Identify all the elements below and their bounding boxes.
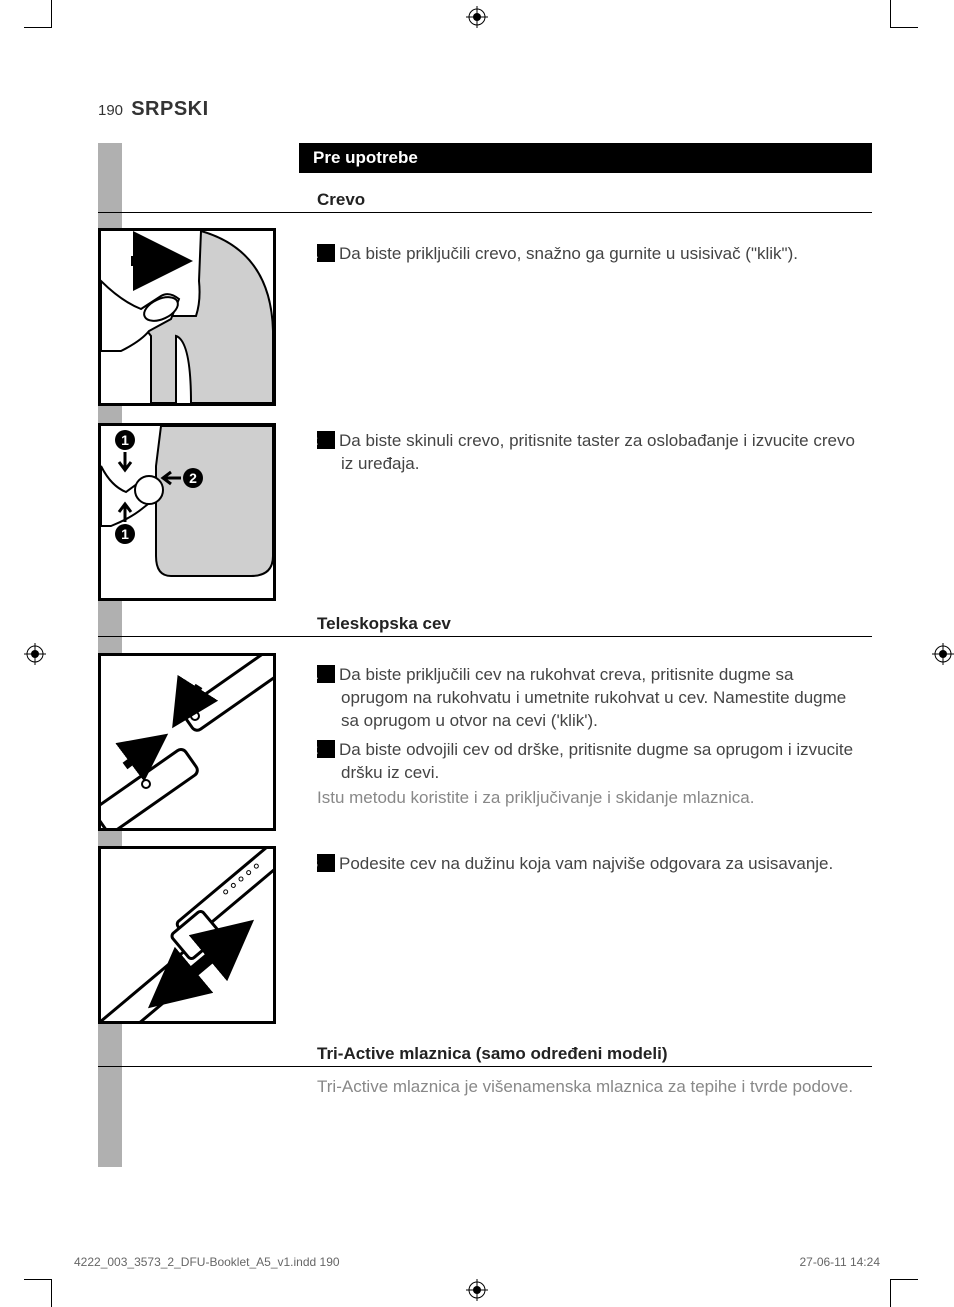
step-text-1: 1Da biste priključili crevo, snažno ga g… <box>317 243 864 266</box>
figure-hose-attach <box>98 228 276 406</box>
step-number: 2 <box>317 740 335 758</box>
step-number: 1 <box>317 665 335 683</box>
divider <box>98 1066 872 1067</box>
triactive-text: Tri-Active mlaznica je višenamenska mlaz… <box>317 1076 864 1099</box>
section-heading-text: Pre upotrebe <box>313 148 418 168</box>
step-body: Da biste skinuli crevo, pritisnite taste… <box>339 431 855 473</box>
triactive-body: Tri-Active mlaznica je višenamenska mlaz… <box>317 1076 864 1099</box>
registration-mark-icon <box>466 6 488 28</box>
crop-mark <box>890 0 891 28</box>
registration-mark-icon <box>466 1279 488 1301</box>
figure-tube-connect <box>98 653 276 831</box>
note-text: Istu metodu koristite i za priključivanj… <box>317 787 864 810</box>
svg-text:1: 1 <box>121 432 129 448</box>
step-body: Da biste priključili cev na rukohvat cre… <box>339 665 846 730</box>
svg-text:1: 1 <box>121 526 129 542</box>
step-body: Da biste priključili crevo, snažno ga gu… <box>339 244 798 263</box>
footer-filename: 4222_003_3573_2_DFU-Booklet_A5_v1.indd 1… <box>74 1255 340 1269</box>
figure-hose-detach: 1 1 2 <box>98 423 276 601</box>
step-text-2: 2Da biste skinuli crevo, pritisnite tast… <box>317 430 864 476</box>
footer-datetime: 27-06-11 14:24 <box>799 1255 880 1269</box>
step-number: 1 <box>317 244 335 262</box>
step-text-5: 3Podesite cev na dužinu koja vam najviše… <box>317 853 864 876</box>
step-number: 2 <box>317 431 335 449</box>
step-number: 3 <box>317 854 335 872</box>
page-content: 190 SRPSKI Pre upotrebe Crevo 1Da biste … <box>60 28 894 1279</box>
svg-text:2: 2 <box>189 470 197 486</box>
step-body: Podesite cev na dužinu koja vam najviše … <box>339 854 833 873</box>
registration-mark-icon <box>932 643 954 665</box>
divider <box>98 636 872 637</box>
page-header: 190 SRPSKI <box>98 98 209 121</box>
registration-mark-icon <box>24 643 46 665</box>
divider <box>98 212 872 213</box>
crop-mark <box>890 1279 918 1280</box>
crop-mark <box>24 27 52 28</box>
step-text-3-4: 1Da biste priključili cev na rukohvat cr… <box>317 664 864 810</box>
crop-mark <box>890 27 918 28</box>
figure-tube-length <box>98 846 276 1024</box>
step-body: Da biste odvojili cev od drške, pritisni… <box>339 740 853 782</box>
crop-mark <box>24 1279 52 1280</box>
crop-mark <box>51 0 52 28</box>
page-number: 190 <box>98 102 123 119</box>
language-heading: SRPSKI <box>127 98 208 120</box>
crop-mark <box>51 1279 52 1307</box>
section-heading-bar: Pre upotrebe <box>299 143 872 173</box>
crop-mark <box>890 1279 891 1307</box>
